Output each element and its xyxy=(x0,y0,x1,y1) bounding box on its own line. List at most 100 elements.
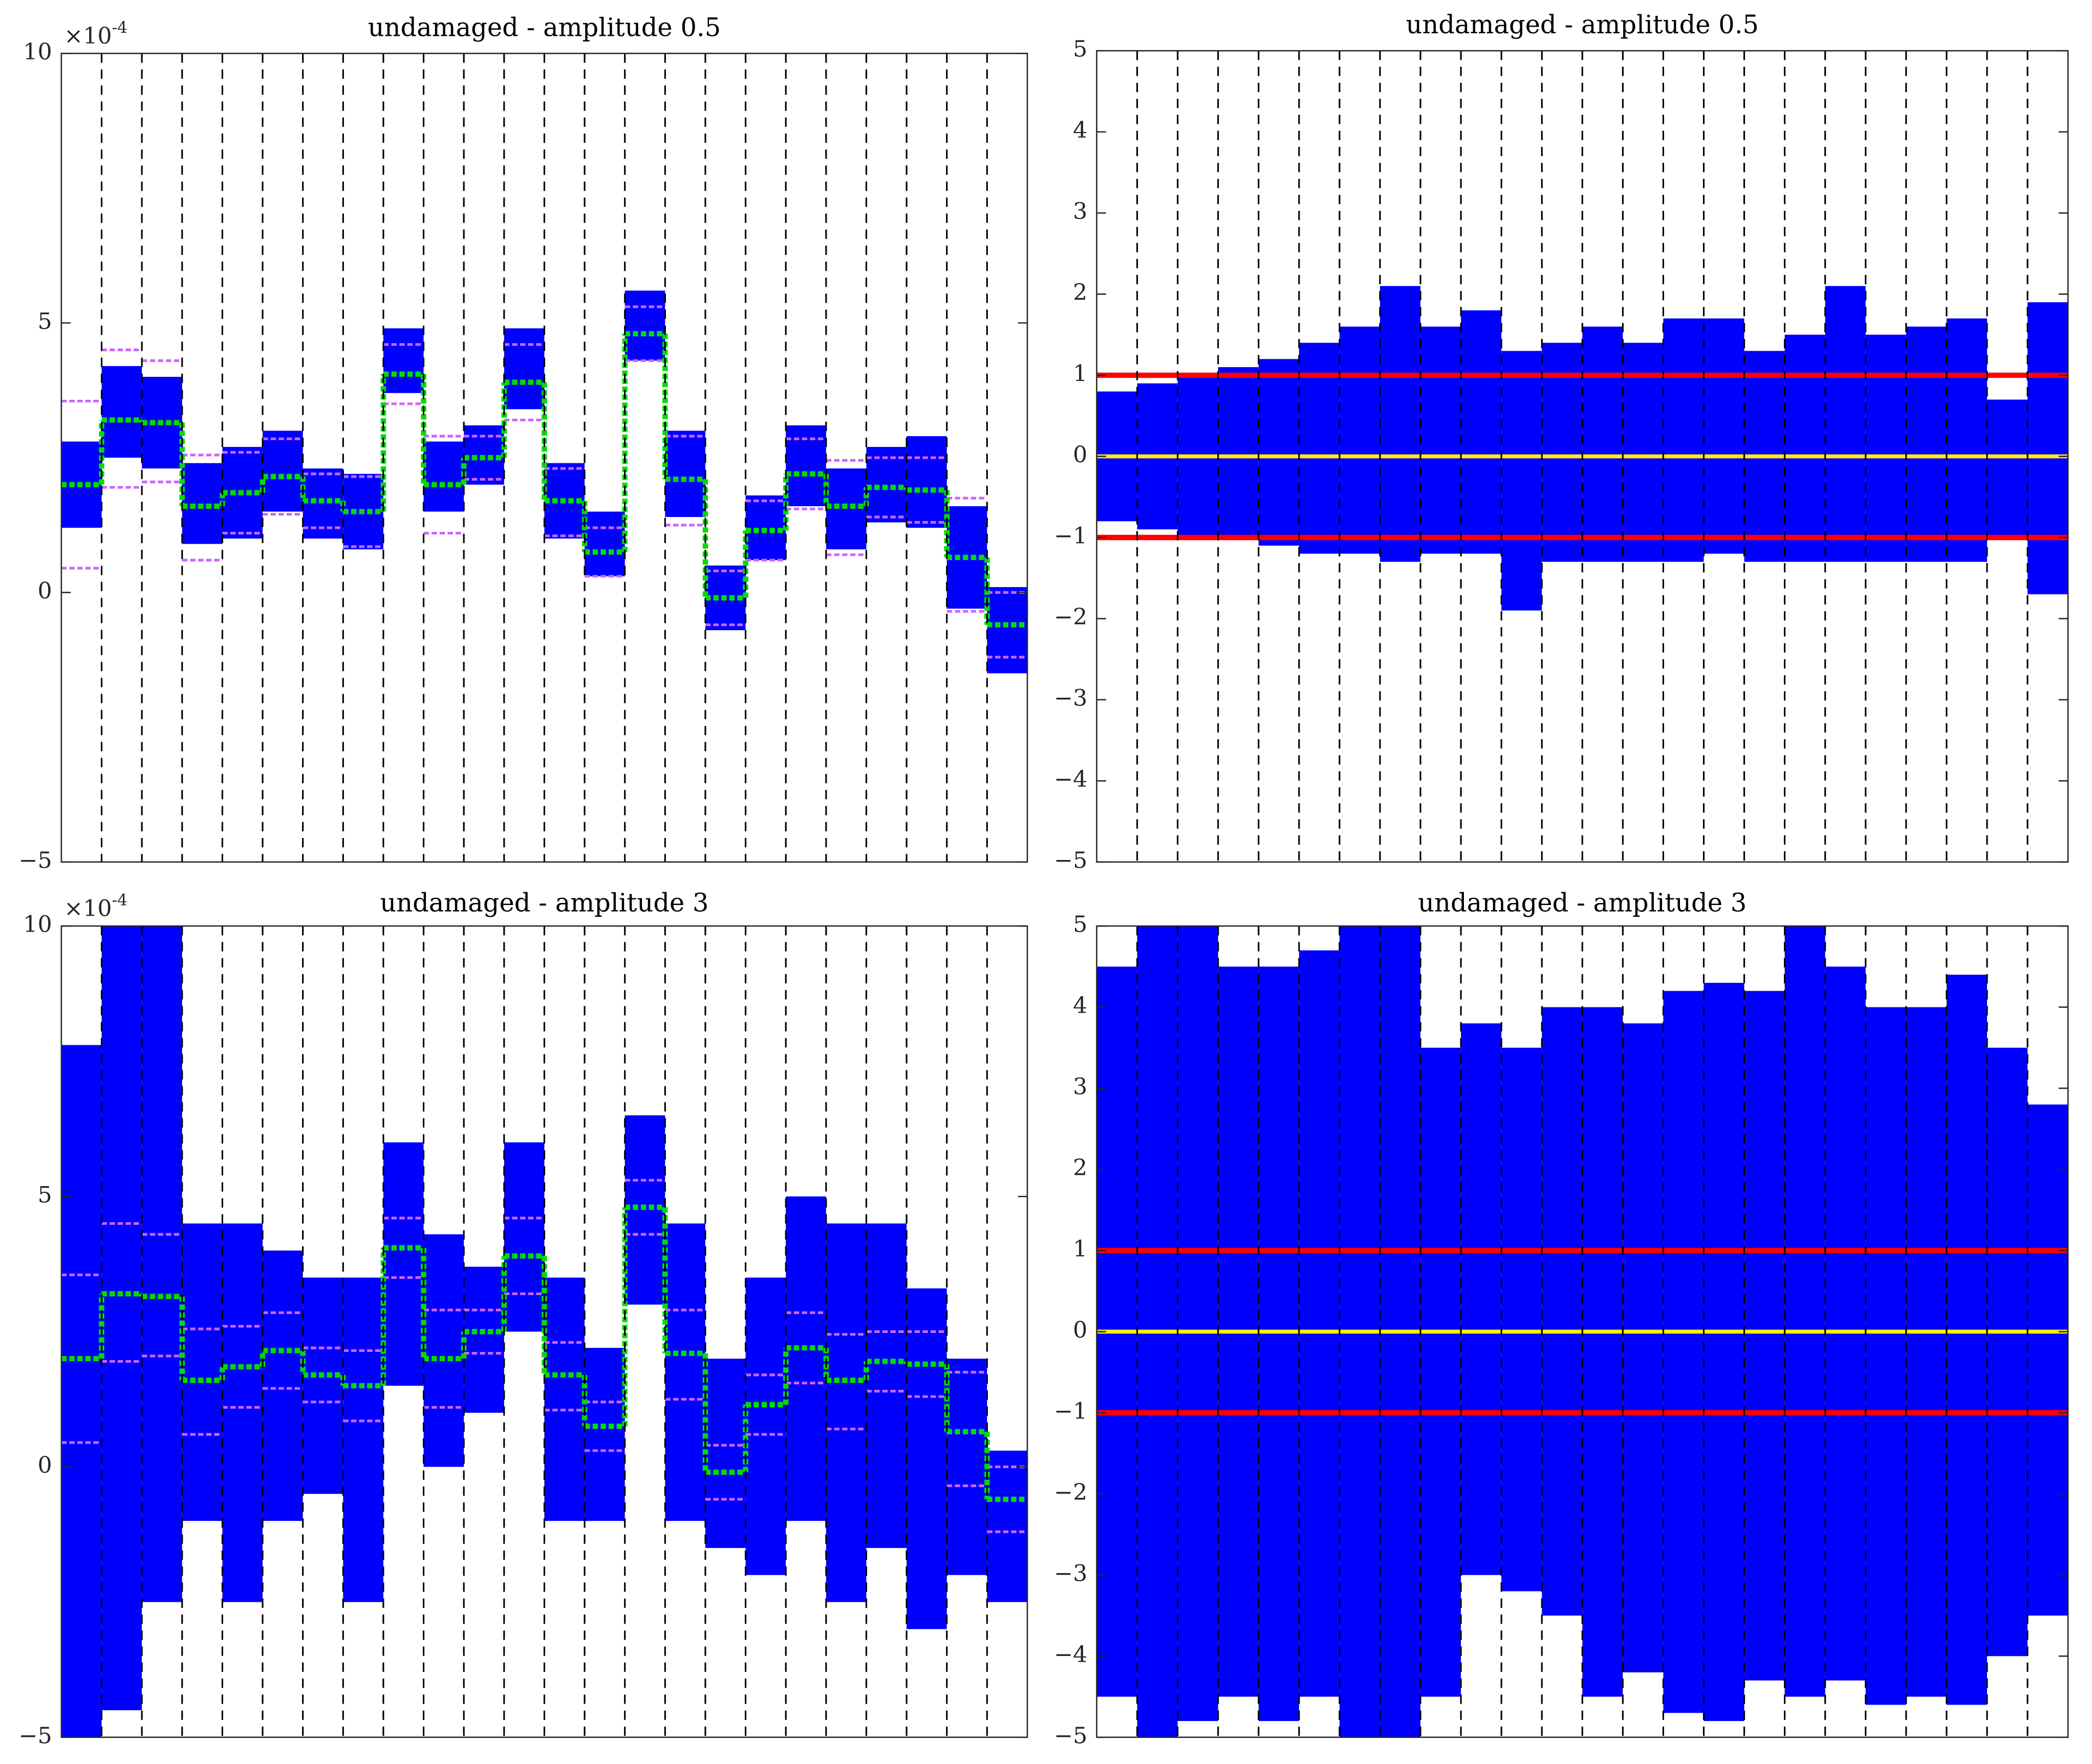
signal-band xyxy=(1865,334,1906,562)
exponent-base: ×10 xyxy=(64,23,112,49)
signal-band xyxy=(1582,326,1623,562)
signal-band xyxy=(1501,1047,1542,1591)
y-tick-label: −5 xyxy=(18,847,52,873)
y-tick-label: 1 xyxy=(1073,361,1087,387)
signal-band xyxy=(101,926,142,1710)
signal-band xyxy=(1501,351,1542,611)
signal-band xyxy=(504,1142,545,1332)
y-tick-label: 5 xyxy=(37,308,52,334)
signal-band xyxy=(665,1223,705,1521)
signal-band xyxy=(826,468,867,550)
signal-band xyxy=(624,290,665,361)
axes-box xyxy=(60,925,1028,1738)
signal-band xyxy=(624,1115,665,1305)
signal-band xyxy=(182,463,223,544)
signal-band xyxy=(182,1223,223,1521)
y-tick-label: 0 xyxy=(1073,1317,1087,1343)
exponent-base: ×10 xyxy=(64,895,112,921)
signal-band xyxy=(1825,286,1866,562)
signal-band xyxy=(745,495,786,561)
signal-band xyxy=(1703,982,1744,1722)
y-tick-label: 0 xyxy=(37,1452,52,1478)
signal-band xyxy=(2028,1104,2068,1616)
chart-title: undamaged - amplitude 3 xyxy=(1418,888,1746,917)
signal-band xyxy=(1825,966,1866,1681)
axis-exponent: ×10-4 xyxy=(64,891,127,921)
y-tick-label: 10 xyxy=(23,912,52,938)
signal-band xyxy=(423,441,464,512)
signal-band xyxy=(786,425,826,506)
signal-band xyxy=(1177,926,1218,1722)
signal-band xyxy=(1784,334,1825,562)
signal-band xyxy=(1987,1047,2028,1657)
signal-band xyxy=(1946,975,1987,1705)
y-tick-label: 2 xyxy=(1073,279,1087,306)
y-tick-label: 3 xyxy=(1073,1073,1087,1100)
signal-band xyxy=(1420,326,1461,554)
signal-band xyxy=(907,1288,947,1629)
y-tick-label: −5 xyxy=(1054,1723,1087,1749)
y-tick-label: −5 xyxy=(18,1723,52,1749)
y-tick-label: 0 xyxy=(1073,442,1087,468)
signal-band xyxy=(946,1359,987,1575)
axes-box xyxy=(60,53,1028,863)
y-tick-label: −1 xyxy=(1054,523,1087,549)
signal-band xyxy=(705,1359,746,1548)
y-tick-label: −4 xyxy=(1054,766,1087,792)
signal-band xyxy=(1906,1007,1947,1697)
signal-band xyxy=(826,1223,867,1602)
signal-band xyxy=(665,431,705,517)
signal-band xyxy=(1299,950,1340,1697)
signal-band xyxy=(504,328,545,410)
plot-area xyxy=(61,926,1028,1737)
y-tick-label: 5 xyxy=(1073,36,1087,62)
signal-band xyxy=(866,447,907,523)
signal-band xyxy=(263,1250,303,1521)
chart-title: undamaged - amplitude 0.5 xyxy=(1406,10,1759,39)
signal-band xyxy=(101,366,142,458)
signal-band xyxy=(464,425,504,485)
signal-band xyxy=(1461,1023,1502,1575)
signal-band xyxy=(1946,318,1987,562)
signal-band xyxy=(585,1348,625,1521)
signal-band xyxy=(423,1234,464,1467)
signal-band xyxy=(1379,286,1421,562)
signal-band xyxy=(1258,359,1299,546)
axis-exponent: ×10-4 xyxy=(64,18,127,49)
y-tick-label: 2 xyxy=(1073,1155,1087,1181)
chart-title: undamaged - amplitude 0.5 xyxy=(368,12,721,42)
signal-band xyxy=(1339,326,1380,554)
y-tick-label: 5 xyxy=(37,1182,52,1208)
chart-title: undamaged - amplitude 3 xyxy=(380,888,708,917)
signal-band xyxy=(1542,342,1583,562)
signal-band xyxy=(383,328,424,393)
y-tick-label: −5 xyxy=(1054,847,1087,873)
signal-band xyxy=(383,1142,424,1386)
signal-band xyxy=(61,1045,102,1737)
y-tick-label: 0 xyxy=(37,578,52,604)
y-tick-label: 1 xyxy=(1073,1236,1087,1262)
y-tick-label: −1 xyxy=(1054,1398,1087,1424)
signal-band xyxy=(263,431,303,512)
signal-band xyxy=(343,1277,383,1602)
signal-band xyxy=(1542,1007,1583,1616)
y-tick-label: −3 xyxy=(1054,685,1087,711)
signal-band xyxy=(464,1266,504,1413)
signal-band xyxy=(786,1196,826,1521)
y-tick-label: 5 xyxy=(1073,912,1087,938)
signal-band xyxy=(987,1450,1028,1602)
signal-band xyxy=(222,1223,263,1602)
signal-band xyxy=(544,1277,585,1521)
signal-band xyxy=(1461,310,1502,554)
signal-band xyxy=(745,1277,786,1575)
signal-band xyxy=(1299,342,1340,554)
plot-area xyxy=(1096,51,2068,862)
y-tick-label: 3 xyxy=(1073,199,1087,225)
signal-band xyxy=(987,587,1028,674)
signal-band xyxy=(1703,318,1744,554)
signal-band xyxy=(1744,991,1785,1681)
signal-band xyxy=(303,1277,343,1494)
signal-band xyxy=(1987,399,2028,538)
y-tick-label: 4 xyxy=(1073,993,1087,1019)
